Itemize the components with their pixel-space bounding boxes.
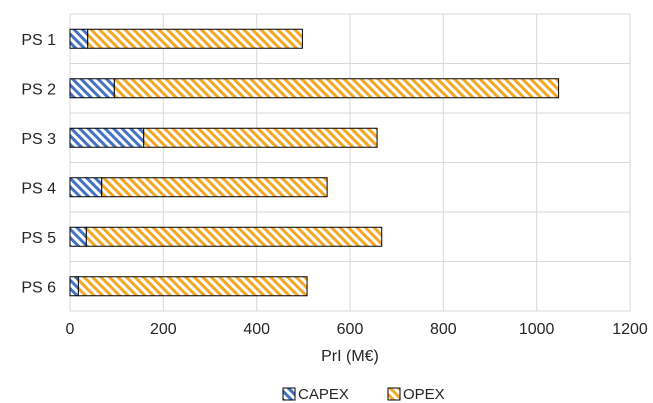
- bar-opex: [77, 276, 308, 297]
- y-tick-label: PS 1: [21, 32, 56, 49]
- y-tick-label: PS 5: [21, 230, 56, 247]
- bar-capex: [69, 276, 79, 297]
- y-tick-labels: PS 1 PS 2 PS 3 PS 4 PS 5 PS 6: [21, 32, 56, 297]
- legend: CAPEX OPEX: [282, 386, 445, 403]
- bar-opex: [101, 177, 328, 198]
- x-tick-label: 800: [430, 321, 457, 338]
- bars: [69, 28, 560, 297]
- legend-label-opex: OPEX: [403, 386, 445, 403]
- bar-opex: [85, 226, 383, 247]
- x-tick-labels: 0 200 400 600 800 1000 1200: [66, 321, 648, 338]
- y-tick-label: PS 6: [21, 279, 56, 296]
- bar-opex: [87, 28, 303, 49]
- bar-opex: [113, 78, 560, 99]
- bar-capex: [69, 226, 87, 247]
- bar-opex: [143, 127, 378, 148]
- bar-capex: [69, 177, 103, 198]
- y-tick-label: PS 4: [21, 180, 56, 197]
- bar-capex: [69, 78, 115, 99]
- gridlines: [69, 13, 631, 312]
- x-tick-label: 1200: [612, 321, 648, 338]
- x-axis-title: PrI (M€): [321, 348, 379, 365]
- y-tick-label: PS 2: [21, 81, 56, 98]
- legend-swatch-opex: [387, 387, 401, 401]
- x-tick-label: 400: [243, 321, 270, 338]
- bar-capex: [69, 127, 145, 148]
- x-tick-label: 600: [337, 321, 364, 338]
- x-tick-label: 1000: [519, 321, 555, 338]
- y-tick-label: PS 3: [21, 131, 56, 148]
- legend-label-capex: CAPEX: [298, 386, 349, 403]
- bar-capex: [69, 28, 89, 49]
- x-tick-label: 200: [150, 321, 177, 338]
- x-tick-label: 0: [66, 321, 75, 338]
- legend-swatch-capex: [282, 387, 296, 401]
